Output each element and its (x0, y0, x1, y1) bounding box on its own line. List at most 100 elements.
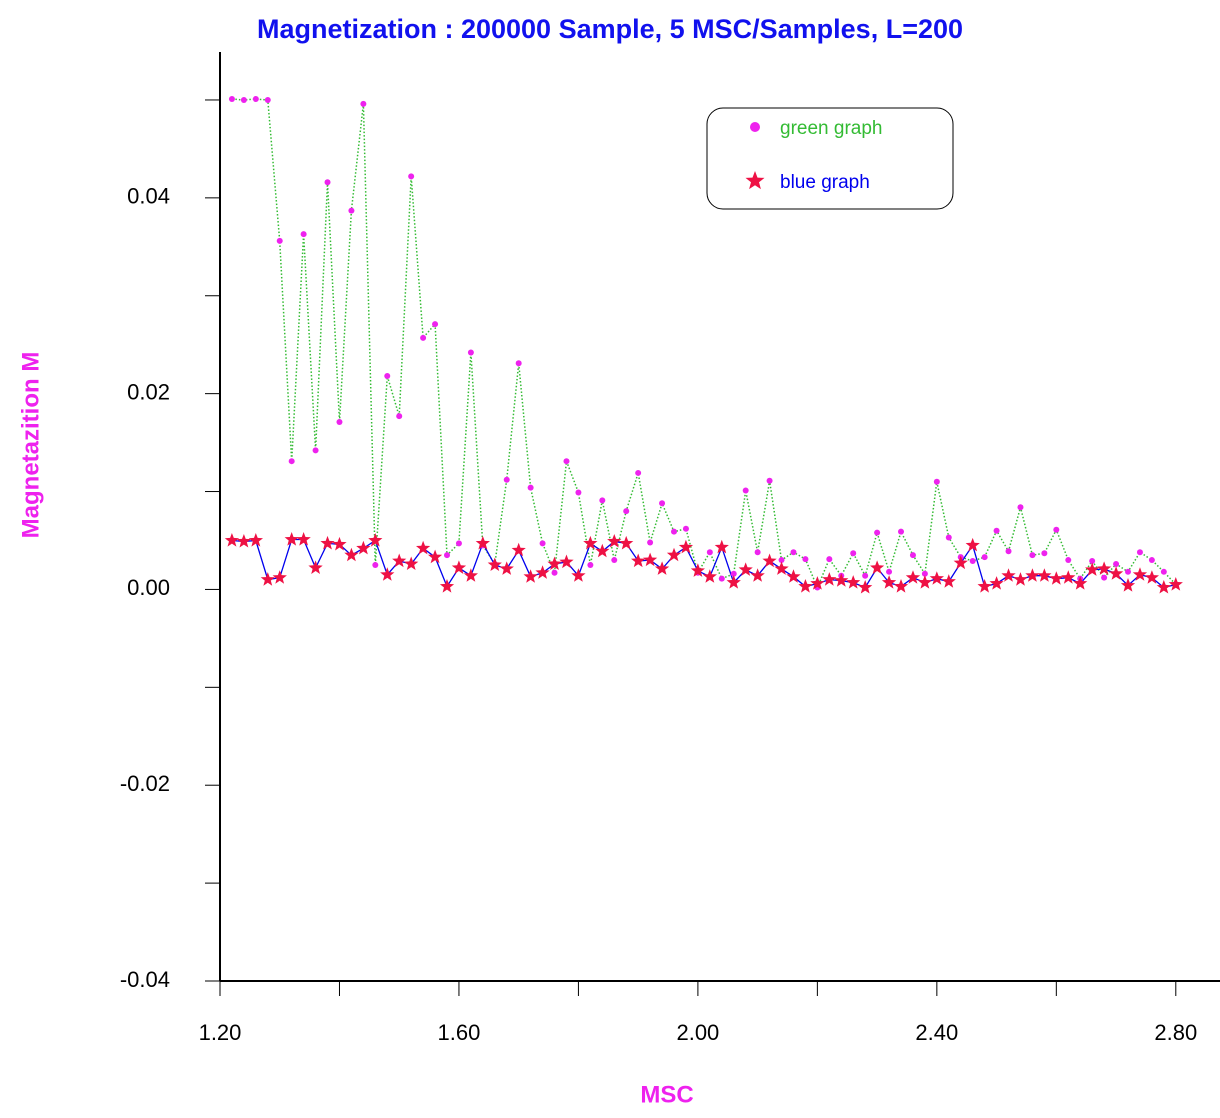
data-point (1168, 577, 1183, 591)
data-point (881, 575, 897, 589)
data-point (224, 533, 240, 547)
x-tick-label: 2.80 (1154, 1020, 1197, 1045)
data-point (380, 567, 395, 581)
data-point (1136, 549, 1143, 556)
data-point (527, 484, 534, 491)
data-point (870, 560, 885, 574)
data-point (1108, 566, 1124, 580)
data-point (487, 557, 502, 571)
x-tick-label: 1.20 (199, 1020, 242, 1045)
data-point (296, 532, 311, 546)
data-point (702, 569, 717, 583)
data-point (587, 561, 594, 568)
data-point (356, 540, 371, 555)
data-point (682, 525, 689, 532)
data-point (635, 469, 642, 476)
data-point (575, 489, 582, 496)
y-tick-label: 0.00 (127, 575, 170, 600)
data-point (1113, 560, 1120, 567)
data-point (778, 557, 785, 564)
data-point (360, 100, 367, 107)
data-point (738, 562, 753, 576)
data-point (790, 549, 797, 556)
data-point (1132, 567, 1148, 581)
data-point (444, 552, 451, 559)
data-point (272, 570, 287, 584)
data-point (595, 543, 610, 558)
data-point (898, 528, 905, 535)
data-point (451, 560, 467, 574)
y-tick-label: -0.02 (120, 771, 170, 796)
legend-marker (750, 122, 760, 132)
data-point (750, 568, 765, 582)
series-line (231, 98, 1177, 590)
x-tick-label: 2.40 (915, 1020, 958, 1045)
data-point (742, 487, 749, 494)
data-point (284, 532, 299, 546)
data-point (396, 413, 403, 420)
data-point (1013, 572, 1028, 586)
data-point (874, 529, 881, 536)
data-point (248, 533, 263, 547)
data-point (893, 579, 909, 593)
y-axis-label: Magnetazition M (17, 352, 44, 539)
data-point (1005, 548, 1012, 555)
data-point (571, 568, 586, 582)
data-point (1160, 568, 1167, 575)
x-tick-label: 1.60 (438, 1020, 481, 1045)
data-point (654, 561, 670, 575)
data-point (671, 528, 678, 535)
data-point (730, 570, 737, 577)
data-point (802, 556, 809, 563)
data-point (1065, 557, 1072, 564)
data-point (977, 579, 992, 593)
data-point (905, 570, 921, 584)
data-point (810, 576, 825, 590)
data-point (1061, 570, 1076, 584)
data-point (420, 334, 427, 341)
data-point (1025, 568, 1040, 582)
chart-title: Magnetization : 200000 Sample, 5 MSC/Sam… (257, 14, 963, 44)
legend-label: blue graph (780, 172, 870, 193)
data-point (647, 539, 654, 546)
data-point (1029, 552, 1036, 559)
data-point (798, 579, 813, 593)
data-point (643, 552, 658, 567)
y-tick-label: 0.04 (127, 184, 170, 209)
data-point (1041, 550, 1048, 557)
data-point (969, 558, 976, 565)
data-point (858, 580, 873, 594)
data-point (826, 556, 833, 563)
legend (706, 107, 954, 210)
data-point (511, 542, 526, 557)
data-point (288, 458, 295, 465)
data-point (762, 553, 777, 568)
data-point (909, 552, 916, 559)
data-point (822, 572, 837, 586)
data-point (834, 573, 849, 587)
data-point (945, 534, 952, 541)
data-point (455, 540, 462, 547)
data-point (846, 575, 861, 589)
data-point (320, 535, 335, 550)
legend-label: green graph (780, 118, 882, 139)
data-point (583, 535, 598, 550)
x-tick-label: 2.00 (676, 1020, 719, 1045)
data-point (427, 549, 443, 564)
data-point (941, 574, 956, 588)
data-point (344, 547, 359, 562)
data-point (714, 539, 729, 554)
data-point (886, 568, 893, 575)
data-point (264, 96, 271, 103)
data-point (439, 579, 455, 593)
data-point (726, 575, 741, 589)
data-point (619, 535, 634, 550)
data-point (850, 550, 857, 557)
data-point (786, 569, 801, 583)
x-axis-label: MSC (640, 1081, 693, 1108)
data-point (432, 321, 439, 328)
data-point (467, 349, 474, 356)
data-point (1156, 580, 1171, 594)
data-point (989, 576, 1004, 590)
data-point (1120, 578, 1136, 592)
